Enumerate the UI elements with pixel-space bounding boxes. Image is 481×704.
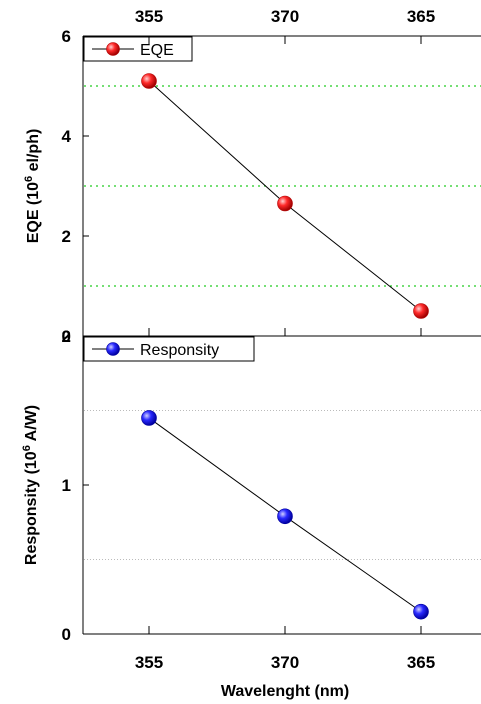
- data-point: [277, 508, 293, 525]
- top-x-tick-label: 355: [135, 7, 163, 26]
- x-tick-label: 355: [135, 653, 163, 672]
- legend-label: Responsity: [140, 342, 219, 359]
- x-tick-label: 365: [407, 653, 435, 672]
- x-axis-title: Wavelenght (nm): [221, 683, 349, 700]
- y-axis-title: EQE (106 el/ph): [23, 129, 42, 244]
- top-x-tick-label: 365: [407, 7, 435, 26]
- data-point: [413, 303, 429, 319]
- y-tick-label: 0: [62, 327, 71, 346]
- x-tick-label: 370: [271, 653, 299, 672]
- data-point: [277, 195, 293, 212]
- legend-label: EQE: [140, 42, 174, 59]
- data-point: [413, 603, 429, 620]
- markers-layer: [106, 42, 429, 620]
- legend-marker: [106, 342, 120, 356]
- legend-marker: [106, 42, 120, 56]
- data-point: [141, 410, 157, 426]
- y-tick-label-overlap: 2: [62, 327, 71, 346]
- data-point: [141, 73, 157, 89]
- axes-layer: [82, 35, 481, 635]
- top-x-tick-label: 370: [271, 7, 299, 26]
- y-axis-title: Responsity (106 A/W): [21, 405, 40, 565]
- y-tick-label: 6: [62, 27, 71, 46]
- y-tick-label: 2: [62, 227, 71, 246]
- y-tick-label: 4: [62, 127, 72, 146]
- y-tick-label: 0: [62, 625, 71, 644]
- grid-layer: [84, 85, 481, 560]
- y-tick-label: 1: [62, 476, 71, 495]
